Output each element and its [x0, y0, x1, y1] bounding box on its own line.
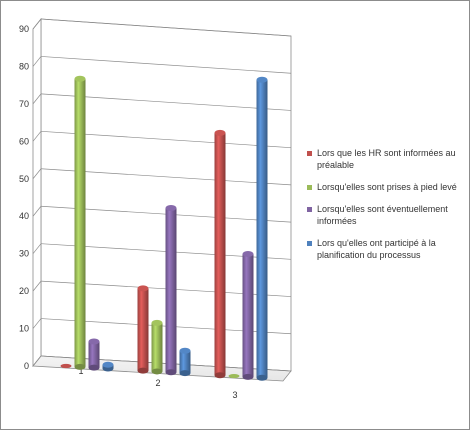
x-tick-label-2: 2 — [155, 378, 160, 388]
bar-base — [151, 368, 163, 375]
side-wall — [32, 17, 42, 368]
bar-body — [165, 208, 177, 373]
bar-body — [256, 79, 268, 378]
bar-top — [88, 338, 100, 345]
gridline-side-80 — [32, 56, 42, 67]
bars-layer — [60, 75, 268, 381]
bar-flat — [60, 363, 72, 369]
y-tick-label-90: 90 — [19, 24, 29, 34]
gridline-side-70 — [32, 93, 42, 105]
bar-top — [165, 205, 177, 212]
chart-legend: Lors que les HR sont informées au préala… — [307, 147, 470, 271]
y-tick-label-50: 50 — [19, 174, 29, 184]
bar-3-4 — [256, 76, 268, 381]
legend-label-4: Lors qu'elles ont participé à la planifi… — [317, 238, 436, 260]
bar-body — [214, 132, 226, 376]
bar-body — [151, 322, 163, 372]
bar-3-2 — [228, 373, 240, 379]
bar-2-4 — [179, 347, 191, 377]
x-tick-label-3: 3 — [232, 390, 237, 400]
bar-2-2 — [151, 319, 163, 375]
legend-item-4: Lors qu'elles ont participé à la planifi… — [307, 237, 470, 261]
bar-top — [256, 76, 268, 83]
gridline-side-50 — [32, 168, 42, 179]
y-tick-label-30: 30 — [19, 249, 29, 259]
bar-2-1 — [137, 285, 149, 374]
bar-3-1 — [214, 129, 226, 379]
bar-top — [151, 319, 163, 326]
legend-swatch-1 — [307, 151, 312, 156]
bar-body — [242, 253, 254, 377]
bar-2-3 — [165, 205, 177, 376]
y-tick-label-20: 20 — [19, 286, 29, 296]
y-tick-label-60: 60 — [19, 136, 29, 146]
y-tick-label-0: 0 — [24, 361, 29, 371]
bar-1-4 — [102, 361, 114, 372]
y-tick-label-80: 80 — [19, 61, 29, 71]
bar-top — [137, 285, 149, 292]
bar-1-1 — [60, 363, 72, 369]
bar-base — [74, 363, 86, 370]
bar-top — [102, 361, 114, 368]
gridline-side-10 — [32, 318, 42, 329]
bar-flat — [228, 373, 240, 379]
bar-base — [137, 367, 149, 374]
legend-swatch-4 — [307, 241, 312, 246]
gridline-side-90 — [32, 18, 42, 30]
bar-1-3 — [88, 338, 100, 371]
bar-top — [74, 75, 86, 82]
bar-base — [179, 370, 191, 377]
legend-swatch-3 — [307, 207, 312, 212]
legend-swatch-2 — [307, 185, 312, 190]
bar-base — [242, 373, 254, 380]
bar-3-3 — [242, 250, 254, 380]
legend-item-1: Lors que les HR sont informées au préala… — [307, 147, 470, 171]
gridline-side-40 — [32, 206, 42, 217]
x-tick-label-1: 1 — [78, 366, 83, 376]
bar-body — [88, 341, 100, 368]
gridline-side-60 — [32, 131, 42, 142]
bar-base — [256, 374, 268, 381]
gridline-90 — [40, 18, 292, 37]
bar-body — [137, 288, 149, 371]
legend-label-2: Lorsqu'elles sont prises à pied levé — [317, 182, 457, 192]
bar-1-2 — [74, 75, 86, 370]
bar-base — [214, 372, 226, 379]
legend-label-3: Lorsqu'elles sont éventuellement informé… — [317, 204, 448, 226]
bar-body — [179, 350, 191, 374]
bar-top — [179, 347, 191, 354]
bar-top — [242, 250, 254, 257]
y-tick-label-40: 40 — [19, 211, 29, 221]
gridline-side-20 — [32, 280, 42, 292]
bar-body — [74, 78, 86, 367]
gridline-side-30 — [32, 243, 42, 254]
legend-item-2: Lorsqu'elles sont prises à pied levé — [307, 181, 470, 193]
legend-label-1: Lors que les HR sont informées au préala… — [317, 148, 456, 170]
y-tick-label-10: 10 — [19, 324, 29, 334]
legend-item-3: Lorsqu'elles sont éventuellement informé… — [307, 203, 470, 227]
bar-top — [214, 129, 226, 136]
bar-base — [88, 364, 100, 371]
bar-base — [165, 369, 177, 376]
gridline-80 — [40, 56, 292, 74]
y-tick-label-70: 70 — [19, 99, 29, 109]
gridline-side-0 — [32, 355, 42, 367]
